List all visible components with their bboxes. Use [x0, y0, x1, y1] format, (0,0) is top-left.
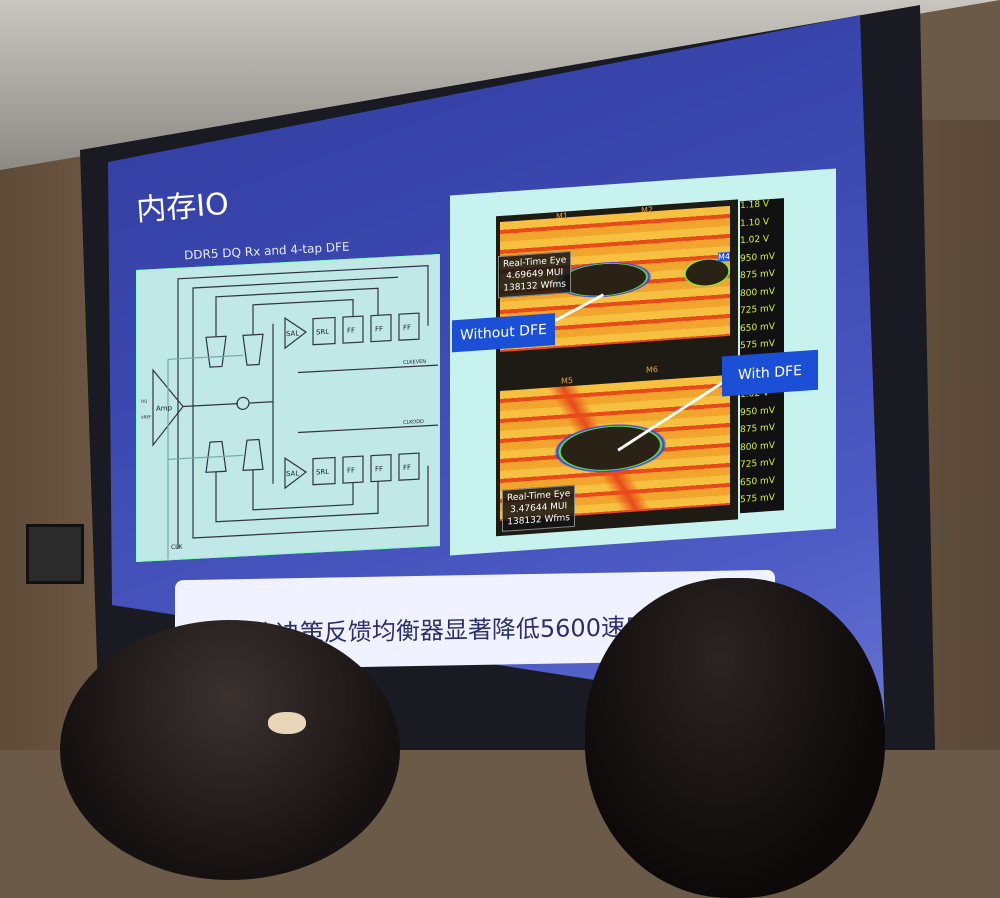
audience-head-left — [60, 620, 400, 880]
vref-label: VREF — [141, 414, 152, 420]
srl-label: SRL — [316, 328, 329, 337]
sal-label: SAL — [286, 469, 299, 478]
eye-info-with-dfe: Real-Time Eye 3.47644 MUI 138132 Wfms — [502, 484, 576, 532]
circuit-schematic: Amp SAL SAL SRL SRL FF FF FF FF FF FF CL… — [141, 265, 438, 560]
ff-label: FF — [403, 464, 411, 472]
marker-m6: M6 — [646, 364, 658, 375]
ff-label: FF — [403, 324, 411, 332]
amp-label: Amp — [156, 404, 173, 413]
slide-title: 内存IO — [135, 186, 230, 229]
srl-label: SRL — [316, 468, 329, 477]
with-dfe-label: With DFE — [722, 349, 818, 397]
dfe-circuit-diagram: Amp SAL SAL SRL SRL FF FF FF FF FF FF CL… — [136, 254, 440, 562]
clkeven-label: CLKEVEN — [403, 359, 426, 366]
marker-m2: M2 — [641, 205, 653, 216]
hair-tie — [268, 712, 306, 734]
marker-m4: M4 — [718, 251, 730, 262]
eye-info-without-dfe: Real-Time Eye 4.69649 MUI 138132 Wfms — [498, 251, 572, 299]
ff-label: FF — [375, 325, 383, 333]
dq-label: DQ — [141, 398, 147, 403]
voltage-scale-bottom: 1.02 V 950 mV 875 mV 800 mV 725 mV 650 m… — [740, 387, 784, 513]
sal-label: SAL — [286, 329, 299, 338]
oscilloscope-display: M1 M2 M4 M5 M6 Real-Time Eye 4.69649 MUI… — [496, 199, 738, 537]
eye-diagram-panel: M1 M2 M4 M5 M6 Real-Time Eye 4.69649 MUI… — [450, 168, 836, 556]
wall-frame — [26, 524, 84, 584]
ff-label: FF — [347, 466, 355, 474]
clkodd-label: CLKODD — [403, 419, 424, 426]
ff-label: FF — [375, 465, 383, 473]
marker-m1: M1 — [556, 211, 568, 222]
voltage-scale-top: 1.18 V 1.10 V 1.02 V 950 mV 875 mV 800 m… — [740, 198, 784, 359]
ff-label: FF — [347, 326, 355, 334]
clk-label: CLK — [171, 543, 184, 551]
marker-m5: M5 — [561, 375, 573, 386]
audience-head-right — [585, 578, 885, 898]
voltage-tick: 575 mV — [740, 492, 775, 506]
